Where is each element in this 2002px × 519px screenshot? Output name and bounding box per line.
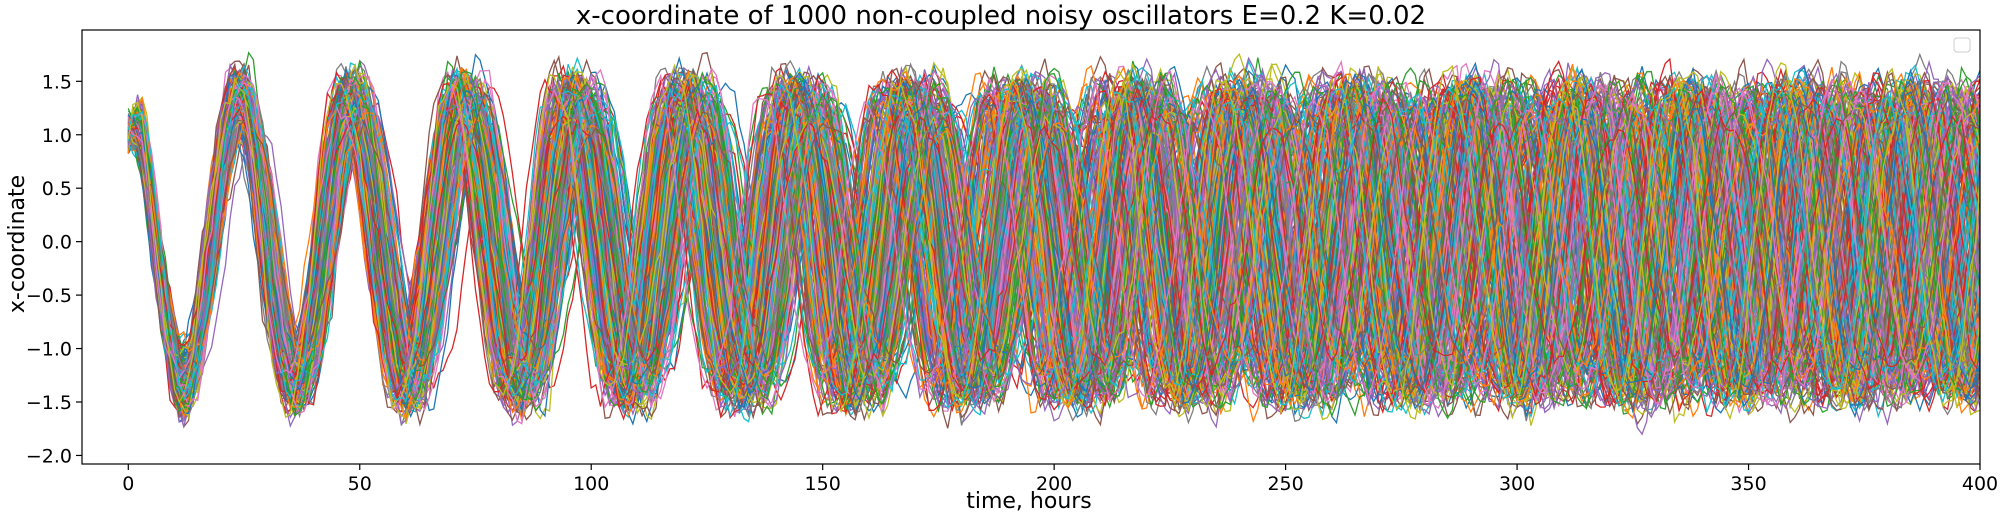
- series-line: [127, 63, 1980, 420]
- plot-area: [81, 29, 1981, 465]
- x-tick-label: 250: [1267, 473, 1303, 495]
- y-tick-label: −1.0: [26, 339, 72, 361]
- y-tick-label: 1.0: [42, 125, 72, 147]
- y-tick-label: −2.0: [26, 445, 72, 467]
- series-line: [128, 71, 1980, 420]
- axes-frame: [81, 29, 1981, 465]
- x-tick-label: 300: [1499, 473, 1535, 495]
- x-tick-label: 150: [805, 473, 841, 495]
- series-line: [127, 73, 1980, 410]
- series-line: [127, 79, 1980, 409]
- series-line: [127, 80, 1980, 402]
- x-tick-label: 50: [348, 473, 372, 495]
- series-line: [128, 74, 1980, 411]
- y-tick-label: 0.5: [42, 178, 72, 200]
- series-line: [127, 91, 1980, 381]
- y-axis-label: x-coordinate: [5, 175, 30, 313]
- series-group: [127, 51, 1980, 436]
- x-tick-label: 350: [1730, 473, 1766, 495]
- y-tick-label: −0.5: [26, 285, 72, 307]
- x-tick-label: 100: [573, 473, 609, 495]
- x-tick-label: 400: [1962, 473, 1998, 495]
- x-axis: 0 50 100 150 200 250 300 350 400: [122, 464, 1998, 495]
- chart-title: x-coordinate of 1000 non-coupled noisy o…: [576, 1, 1426, 31]
- y-axis: −2.0 −1.5 −1.0 −0.5 0.0 0.5 1.0 1.5: [26, 71, 82, 467]
- legend-box: [1953, 37, 1971, 53]
- x-tick-label: 200: [1036, 473, 1072, 495]
- series-line: [127, 77, 1980, 415]
- x-axis-label: time, hours: [966, 489, 1092, 514]
- y-tick-label: −1.5: [26, 392, 72, 414]
- series-line: [127, 66, 1980, 418]
- y-tick-label: 0.0: [42, 232, 72, 254]
- series-line: [127, 71, 1980, 417]
- y-tick-label: 1.5: [42, 71, 72, 93]
- x-tick-label: 0: [122, 473, 134, 495]
- series-line: [127, 98, 1980, 381]
- series-line: [127, 67, 1980, 415]
